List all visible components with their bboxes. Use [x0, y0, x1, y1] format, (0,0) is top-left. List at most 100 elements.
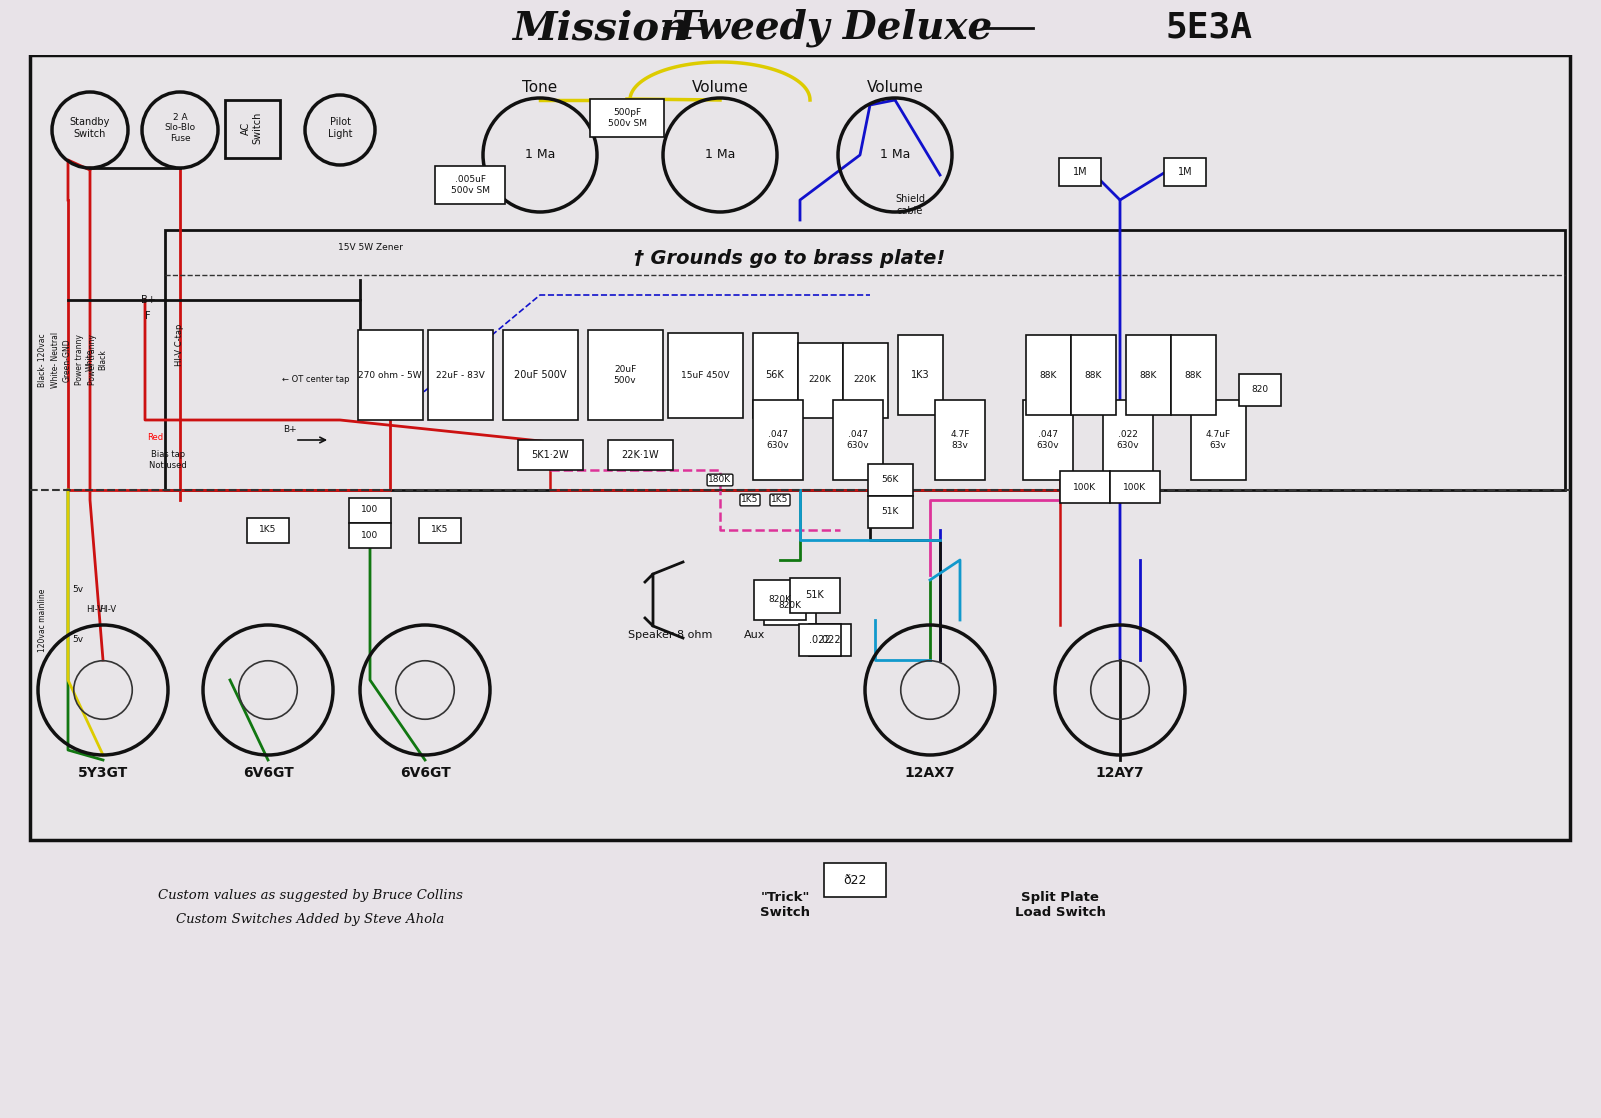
- Bar: [842, 342, 887, 417]
- Bar: [427, 330, 493, 420]
- Bar: [833, 400, 884, 480]
- Bar: [165, 230, 1566, 490]
- Text: .047
630v: .047 630v: [847, 430, 869, 449]
- Text: Mission: Mission: [508, 16, 677, 54]
- Text: Power tranny
Black: Power tranny Black: [88, 334, 107, 386]
- Text: 220K: 220K: [809, 376, 831, 385]
- Text: 1K5: 1K5: [741, 495, 759, 504]
- Bar: [1026, 335, 1071, 415]
- Text: 5v: 5v: [72, 586, 83, 595]
- Bar: [868, 464, 913, 496]
- Bar: [419, 518, 461, 542]
- Text: 5v: 5v: [72, 635, 83, 644]
- Bar: [357, 330, 423, 420]
- Text: Shield
cable: Shield cable: [895, 195, 925, 216]
- Text: AC
Switch: AC Switch: [242, 112, 263, 144]
- Text: 56K: 56K: [881, 475, 898, 484]
- Text: 20uF 500V: 20uF 500V: [514, 370, 567, 380]
- Text: 5E3A: 5E3A: [1174, 18, 1260, 53]
- Text: Custom Switches Added by Steve Ahola: Custom Switches Added by Steve Ahola: [176, 913, 443, 927]
- Bar: [789, 578, 841, 613]
- Bar: [797, 342, 842, 417]
- Text: 5E3A: 5E3A: [1166, 11, 1252, 45]
- Text: 51K: 51K: [881, 508, 898, 517]
- Text: —: —: [656, 20, 688, 49]
- Text: 88K: 88K: [1039, 370, 1057, 379]
- Text: 820K: 820K: [778, 600, 802, 609]
- Bar: [30, 55, 1571, 840]
- Text: 500pF
500v SM: 500pF 500v SM: [607, 108, 647, 127]
- Bar: [1126, 335, 1170, 415]
- Text: 15V 5W Zener: 15V 5W Zener: [338, 244, 402, 253]
- Bar: [226, 100, 280, 158]
- Text: 1K5: 1K5: [772, 495, 789, 504]
- Bar: [935, 400, 985, 480]
- Text: "Trick"
Switch: "Trick" Switch: [760, 891, 810, 919]
- Text: 22uF - 83V: 22uF - 83V: [435, 370, 485, 379]
- Bar: [1109, 471, 1161, 503]
- Text: Red: Red: [147, 434, 163, 443]
- Text: 12AX7: 12AX7: [905, 766, 956, 780]
- Text: .047
630v: .047 630v: [1037, 430, 1060, 449]
- Text: † Grounds go to brass plate!: † Grounds go to brass plate!: [634, 248, 946, 267]
- Bar: [1058, 158, 1101, 186]
- Text: Pilot
Light: Pilot Light: [328, 117, 352, 139]
- Text: .047
630v: .047 630v: [767, 430, 789, 449]
- Text: 100: 100: [362, 505, 378, 514]
- Text: 100K: 100K: [1073, 483, 1097, 492]
- Text: 6V6GT: 6V6GT: [243, 766, 293, 780]
- Text: 1 Ma: 1 Ma: [704, 149, 735, 161]
- Text: 4.7uF
63v: 4.7uF 63v: [1206, 430, 1231, 449]
- Text: 15uF 450V: 15uF 450V: [680, 370, 728, 379]
- Bar: [1170, 335, 1215, 415]
- Text: 1K5: 1K5: [431, 525, 448, 534]
- Text: Volume: Volume: [866, 80, 924, 95]
- Text: 88K: 88K: [1140, 370, 1156, 379]
- Text: B+: B+: [283, 425, 296, 434]
- Bar: [1191, 400, 1246, 480]
- Bar: [754, 580, 805, 620]
- Bar: [752, 332, 797, 417]
- Bar: [503, 330, 578, 420]
- Bar: [1060, 471, 1109, 503]
- Bar: [0, 0, 1601, 55]
- Bar: [752, 400, 804, 480]
- Bar: [517, 440, 583, 470]
- Text: 1K3: 1K3: [911, 370, 929, 380]
- Bar: [799, 624, 841, 656]
- Bar: [1071, 335, 1116, 415]
- Text: ← OT center tap: ← OT center tap: [282, 376, 349, 385]
- Bar: [868, 496, 913, 528]
- Text: 820K: 820K: [768, 596, 791, 605]
- Text: .005uF
500v SM: .005uF 500v SM: [450, 176, 490, 195]
- Text: 56K: 56K: [765, 370, 784, 380]
- Text: 51K: 51K: [805, 590, 825, 600]
- Text: .022
630v: .022 630v: [1116, 430, 1140, 449]
- Text: 100K: 100K: [1124, 483, 1146, 492]
- Text: Power tranny
White: Power tranny White: [75, 334, 94, 386]
- Text: 180K: 180K: [708, 475, 732, 484]
- Text: Green-GND: Green-GND: [62, 338, 72, 382]
- Text: Black- 120vac: Black- 120vac: [37, 333, 46, 387]
- Text: Custom values as suggested by Bruce Collins: Custom values as suggested by Bruce Coll…: [157, 889, 463, 901]
- Text: 1K5: 1K5: [259, 525, 277, 534]
- Text: 1 Ma: 1 Ma: [881, 149, 911, 161]
- Text: F: F: [146, 311, 150, 321]
- Text: 270 ohm - 5W: 270 ohm - 5W: [359, 370, 421, 379]
- Text: Mission: Mission: [512, 9, 688, 47]
- Text: 2 A
Slo-Blo
Fuse: 2 A Slo-Blo Fuse: [165, 113, 195, 143]
- Text: 12AY7: 12AY7: [1095, 766, 1145, 780]
- Bar: [607, 440, 672, 470]
- Bar: [349, 522, 391, 548]
- Bar: [1103, 400, 1153, 480]
- Text: .022: .022: [820, 635, 841, 645]
- Text: 6V6GT: 6V6GT: [400, 766, 450, 780]
- Text: B+: B+: [141, 295, 155, 305]
- Text: Volume: Volume: [692, 80, 748, 95]
- Bar: [588, 330, 663, 420]
- Text: Aux: Aux: [744, 631, 765, 639]
- Text: Split Plate
Load Switch: Split Plate Load Switch: [1015, 891, 1105, 919]
- Bar: [668, 332, 743, 417]
- Bar: [1023, 400, 1073, 480]
- Text: —Tweedy Deluxe—: —Tweedy Deluxe—: [551, 18, 922, 53]
